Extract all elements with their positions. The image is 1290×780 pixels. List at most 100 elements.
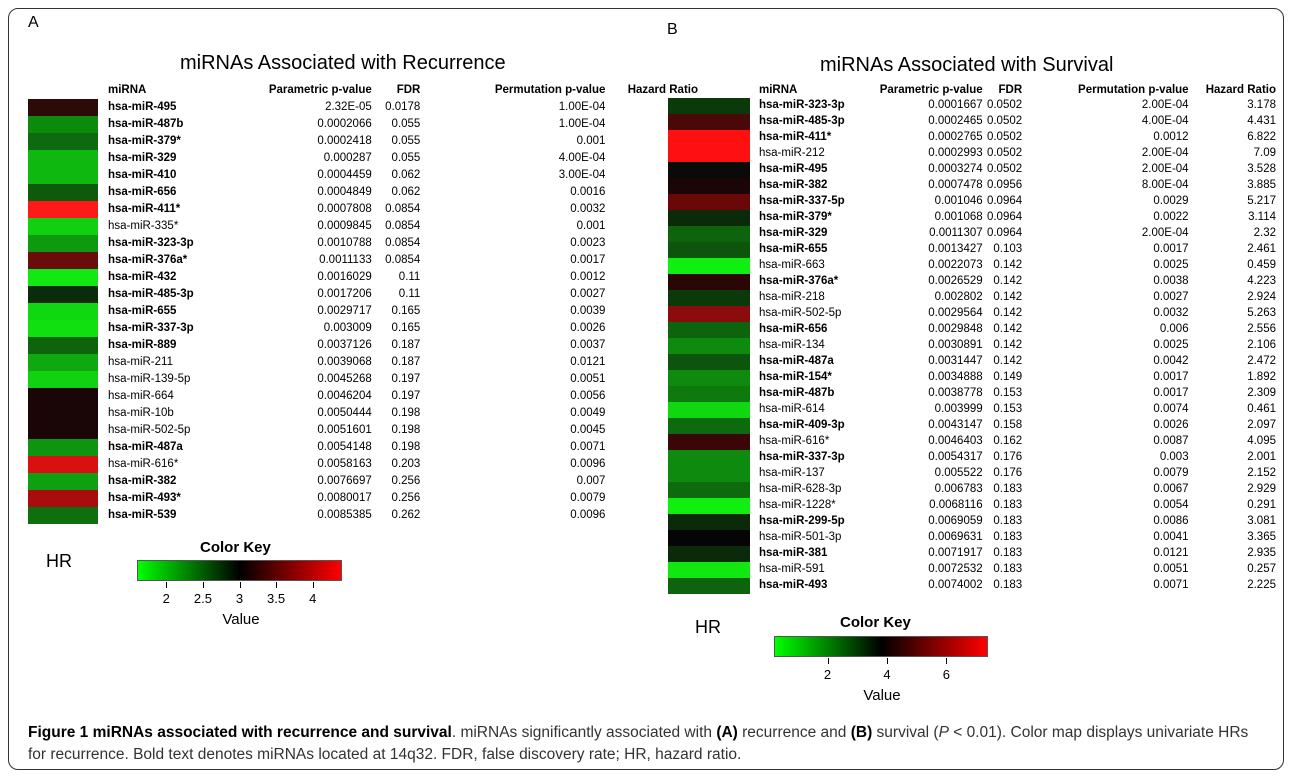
- column-header: Hazard Ratio: [627, 84, 698, 97]
- heatmap-cell: [28, 456, 98, 473]
- table-cell: 0.0025: [1153, 259, 1189, 272]
- column-header: Hazard Ratio: [1205, 83, 1276, 96]
- table-cell: 0.183: [993, 483, 1023, 496]
- heatmap-cell: [668, 130, 750, 146]
- mirna-name: hsa-miR-493*: [108, 491, 181, 504]
- table-cell: 0.0087: [1153, 435, 1189, 448]
- caption-text-3: survival (: [872, 724, 939, 741]
- table-cell: 1.00E-04: [558, 117, 606, 130]
- table-cell: 0.001: [576, 219, 606, 232]
- mirna-name: hsa-miR-656: [759, 323, 828, 336]
- table-cell: 0.0080017: [317, 491, 372, 504]
- table-cell: 0.0051: [1153, 563, 1189, 576]
- table-cell: 0.0964: [986, 211, 1023, 224]
- heatmap-cell: [28, 235, 98, 252]
- column-header: Permutation p-value: [494, 84, 606, 97]
- panel-b-color-key-bar: [774, 636, 988, 657]
- table-cell: 0.055: [391, 151, 421, 164]
- heatmap-cell: [28, 99, 98, 116]
- table-cell: 0.176: [993, 467, 1023, 480]
- table-cell: 2.472: [1247, 355, 1276, 368]
- table-cell: 0.0069059: [928, 515, 983, 528]
- mirna-name: hsa-miR-628-3p: [759, 483, 842, 496]
- table-cell: 0.0086: [1153, 515, 1189, 528]
- table-cell: 0.0023: [570, 236, 606, 249]
- color-key-tick: [239, 582, 241, 588]
- table-row: hsa-miR-485-3p 0.0002465 0.0502 4.00E-04 4.4…: [759, 114, 1276, 130]
- mirna-name: hsa-miR-411*: [759, 131, 832, 144]
- heatmap-cell: [28, 286, 98, 303]
- table-cell: 0.11: [398, 270, 421, 283]
- table-cell: 2.00E-04: [1141, 147, 1189, 160]
- table-cell: 0.0011133: [319, 253, 372, 266]
- table-cell: 0.0007478: [928, 179, 983, 192]
- mirna-name: hsa-miR-218: [759, 291, 825, 304]
- table-cell: 0.0045: [570, 423, 606, 436]
- heatmap-cell: [668, 194, 750, 210]
- color-key-tick-label: 3.5: [267, 591, 286, 606]
- table-cell: 0.0037: [570, 338, 606, 351]
- table-cell: 2.00E-04: [1141, 163, 1189, 176]
- table-cell: 0.0054148: [317, 440, 372, 453]
- mirna-name: hsa-miR-656: [108, 185, 177, 198]
- table-cell: 8.00E-04: [1141, 179, 1189, 192]
- heatmap-cell: [28, 439, 98, 456]
- table-cell: 0.0096: [570, 508, 606, 521]
- table-row: hsa-miR-134 0.0030891 0.142 0.0025 2.106: [759, 338, 1276, 354]
- heatmap-cell: [668, 146, 750, 162]
- table-cell: 0.0051: [570, 372, 606, 385]
- heatmap-cell: [668, 98, 750, 114]
- mirna-name: hsa-miR-137: [759, 467, 825, 480]
- heatmap-cell: [28, 150, 98, 167]
- heatmap-cell: [668, 466, 750, 482]
- table-cell: 0.0854: [385, 219, 421, 232]
- table-cell: 0.006: [1159, 323, 1189, 336]
- table-cell: 0.0051601: [317, 423, 372, 436]
- table-cell: 0.0045268: [317, 372, 372, 385]
- table-cell: 0.0011307: [929, 227, 983, 240]
- mirna-name: hsa-miR-616*: [759, 435, 830, 448]
- table-cell: 0.203: [391, 457, 421, 470]
- color-key-tick: [312, 582, 314, 588]
- mirna-name: hsa-miR-381: [759, 547, 828, 560]
- mirna-name: hsa-miR-487b: [108, 117, 184, 130]
- mirna-name: hsa-miR-212: [759, 147, 825, 160]
- table-cell: 0.0029848: [928, 323, 983, 336]
- table-cell: 0.0026529: [928, 275, 983, 288]
- heatmap-cell: [668, 338, 750, 354]
- table-cell: 4.00E-04: [558, 151, 606, 164]
- table-cell: 0.0017: [1153, 243, 1189, 256]
- table-cell: 4.431: [1247, 115, 1276, 128]
- table-cell: 0.0001667: [928, 99, 983, 112]
- mirna-name: hsa-miR-337-3p: [759, 451, 845, 464]
- heatmap-cell: [668, 322, 750, 338]
- table-cell: 0.0854: [385, 236, 421, 249]
- table-row: hsa-miR-409-3p 0.0043147 0.158 0.0026 2.097: [759, 418, 1276, 434]
- mirna-name: hsa-miR-409-3p: [759, 419, 845, 432]
- heatmap-cell: [668, 530, 750, 546]
- table-cell: 0.142: [993, 355, 1023, 368]
- mirna-name: hsa-miR-139-5p: [108, 372, 191, 385]
- table-cell: 0.0056: [570, 389, 606, 402]
- table-cell: 0.0074: [1153, 403, 1189, 416]
- heatmap-cell: [668, 370, 750, 386]
- mirna-name: hsa-miR-410: [108, 168, 177, 181]
- table-cell: 0.0071917: [928, 547, 983, 560]
- table-cell: 0.149: [993, 371, 1023, 384]
- table-cell: 0.002802: [934, 291, 983, 304]
- table-cell: 0.0071: [570, 440, 606, 453]
- mirna-name: hsa-miR-614: [759, 403, 825, 416]
- heatmap-cell: [28, 388, 98, 405]
- heatmap-cell: [668, 402, 750, 418]
- table-cell: 2.935: [1247, 547, 1276, 560]
- table-cell: 0.0026: [1153, 419, 1189, 432]
- table-cell: 4.00E-04: [1141, 115, 1189, 128]
- table-cell: 0.0010788: [317, 236, 372, 249]
- mirna-name: hsa-miR-379*: [759, 211, 832, 224]
